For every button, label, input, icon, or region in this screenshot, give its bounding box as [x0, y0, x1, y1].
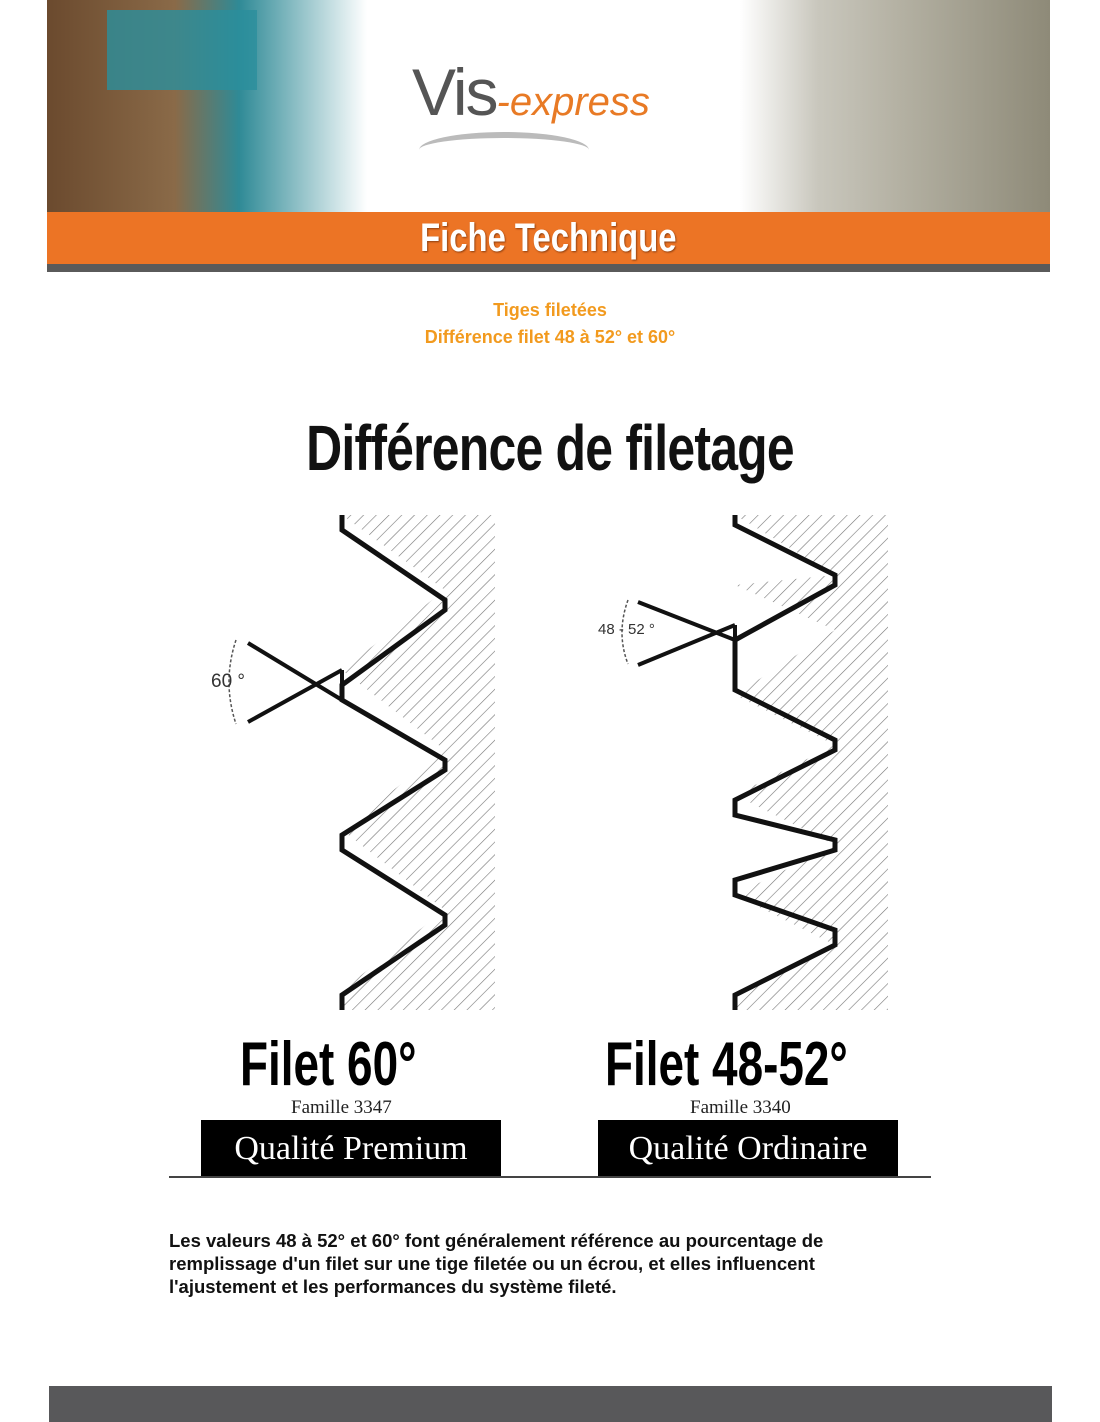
header-banner: Vis-express Fiche Technique [47, 0, 1050, 272]
family-3340: Famille 3340 [690, 1097, 791, 1118]
thread-profile-60 [228, 515, 495, 1010]
banner-title-bar: Fiche Technique [47, 212, 1050, 264]
tools-photo [47, 0, 367, 212]
quality-premium-badge: Qualité Premium [201, 1120, 501, 1177]
quality-ordinaire-badge: Qualité Ordinaire [598, 1120, 898, 1177]
diagram-title: Différence de filetage [306, 412, 795, 484]
footer-bar [49, 1386, 1052, 1422]
screws-photo [740, 0, 1050, 212]
subtitle-line2: Différence filet 48 à 52° et 60° [424, 327, 676, 347]
angle-label-60: 60 ° [211, 671, 245, 692]
logo: Vis-express [412, 55, 650, 129]
family-3347: Famille 3347 [291, 1097, 392, 1118]
divider [47, 264, 1050, 272]
subtitle-line1: Tiges filetées [493, 300, 607, 320]
body-paragraph: Les valeurs 48 à 52° et 60° font général… [169, 1230, 824, 1297]
thread-profile-48-52 [621, 515, 888, 1010]
banner-title: Fiche Technique [420, 216, 677, 260]
filet-60-label: Filet 60° [240, 1030, 417, 1099]
angle-label-48-52: 48 - 52 ° [598, 621, 655, 638]
filet-48-52-label: Filet 48-52° [605, 1030, 848, 1099]
logo-swoosh [419, 132, 589, 168]
diagram-baseline [169, 1176, 931, 1178]
